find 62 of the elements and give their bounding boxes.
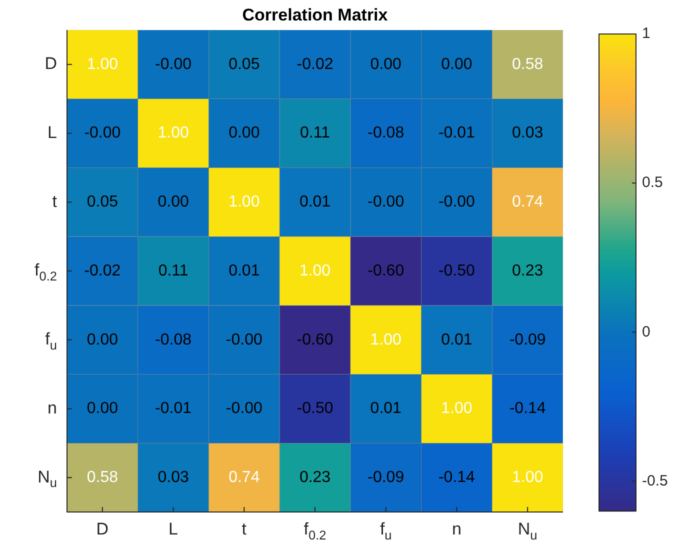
data-label: 1.00 [512, 468, 544, 486]
data-label: 0.58 [86, 468, 118, 486]
data-label: 0.11 [158, 262, 188, 280]
data-label: 0.00 [86, 400, 118, 418]
data-label: 0.03 [512, 124, 544, 142]
data-label: 1.00 [228, 194, 260, 211]
data-label: 0.00 [86, 331, 118, 348]
data-label: 0.01 [228, 262, 260, 280]
data-label: 0.23 [512, 262, 544, 280]
x-tick-label: L [168, 520, 178, 539]
data-label: 0.01 [299, 194, 331, 211]
color-bar-label: 0.5 [642, 174, 663, 192]
data-label: -0.00 [226, 331, 262, 348]
data-label: -0.00 [155, 56, 192, 73]
data-label: -0.08 [155, 331, 192, 348]
color-bar-label: -0.5 [642, 472, 668, 490]
y-tick-label: t [52, 192, 58, 211]
data-label: 0.74 [512, 194, 544, 211]
data-label: 1.00 [441, 400, 472, 418]
data-label: 0.05 [86, 194, 118, 211]
y-tick-label: D [44, 54, 58, 74]
data-label: 1.00 [86, 56, 118, 73]
y-tick-label: n [48, 398, 58, 418]
data-label: 0.05 [228, 56, 260, 73]
data-label: -0.02 [296, 56, 334, 73]
x-tick-label: D [96, 520, 109, 539]
data-label: 0.00 [370, 56, 402, 73]
data-label: 0.01 [441, 331, 472, 348]
data-label: -0.00 [368, 194, 404, 211]
x-tick-label: t [242, 520, 247, 539]
data-label: 0.11 [300, 124, 330, 142]
data-label: -0.00 [438, 194, 476, 211]
data-label: -0.50 [296, 400, 334, 418]
data-label: 0.03 [158, 468, 189, 486]
color-bar-label: 0 [642, 323, 650, 340]
data-label: 1.00 [158, 124, 189, 142]
data-label: -0.14 [438, 468, 476, 486]
data-label: -0.00 [226, 400, 262, 418]
data-label: -0.14 [509, 400, 546, 418]
data-label: 1.00 [299, 262, 331, 280]
y-tick-label: L [48, 122, 58, 142]
data-label: 1.00 [370, 331, 402, 348]
data-label: 0.00 [158, 194, 189, 211]
data-label: -0.60 [296, 331, 334, 348]
data-label: -0.01 [155, 400, 192, 418]
data-label: -0.60 [368, 262, 404, 280]
data-label: -0.01 [438, 124, 476, 142]
data-label: 0.74 [228, 468, 260, 486]
data-label: -0.09 [509, 331, 546, 348]
data-label: 0.00 [228, 124, 260, 142]
data-label: 0.58 [512, 56, 544, 73]
data-label: -0.09 [368, 468, 404, 486]
data-label: 0.00 [441, 56, 472, 73]
color-bar-label: 1 [642, 25, 650, 42]
data-label: -0.50 [438, 262, 476, 280]
data-label: 0.01 [370, 400, 402, 418]
data-label: -0.08 [368, 124, 404, 142]
data-label: -0.00 [84, 124, 121, 142]
chart-title: Correlation Matrix [242, 6, 388, 25]
data-label: -0.02 [84, 262, 121, 280]
x-tick-label: n [452, 520, 462, 539]
data-label: 0.23 [299, 468, 331, 486]
